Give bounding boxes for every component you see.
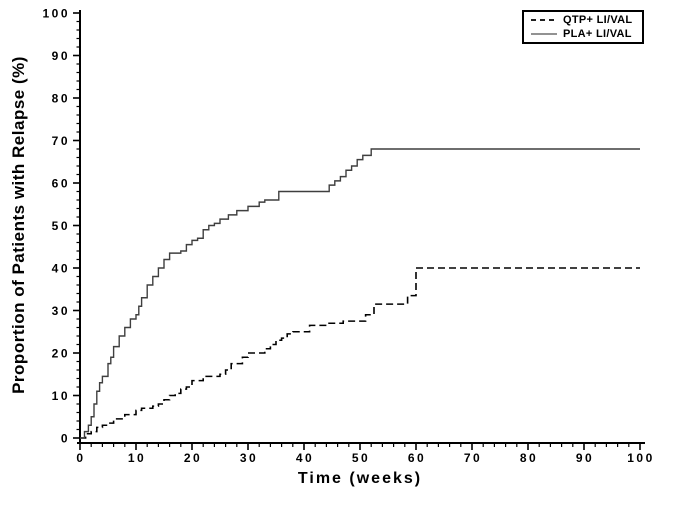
x-tick-label: 20 [184, 451, 202, 465]
x-tick-label: 30 [240, 451, 258, 465]
x-tick-label: 40 [296, 451, 314, 465]
dashed-line-icon [531, 18, 557, 21]
legend-item-pla: PLA+ LI/VAL [524, 28, 642, 41]
series-qtp-curve [80, 267, 640, 439]
x-tick-label: 0 [76, 451, 85, 465]
y-minor-ticks [76, 20, 80, 431]
x-tick-label: 50 [352, 451, 370, 465]
y-tick-label: 30 [52, 304, 70, 318]
y-tick-label: 90 [52, 49, 70, 63]
x-tick-label: 10 [128, 451, 146, 465]
y-tick-label: 40 [52, 262, 70, 276]
legend: QTP+ LI/VAL PLA+ LI/VAL [522, 10, 644, 44]
solid-line-icon [531, 33, 557, 35]
y-tick-label: 20 [52, 347, 70, 361]
x-axis-title: Time (weeks) [297, 470, 423, 487]
legend-label-qtp: QTP+ LI/VAL [563, 13, 633, 26]
x-tick-label: 80 [520, 451, 538, 465]
y-tick-label: 60 [52, 177, 70, 191]
y-tick-label: 0 [61, 432, 70, 446]
y-tick-label: 50 [52, 219, 70, 233]
x-minor-ticks [90, 443, 630, 447]
y-tick-label: 80 [52, 92, 70, 106]
legend-label-pla: PLA+ LI/VAL [563, 28, 632, 41]
series-pla-curve [80, 148, 640, 439]
x-tick-label: 90 [576, 451, 594, 465]
y-tick-label: 100 [42, 7, 70, 21]
y-tick-labels: 0 10 20 30 40 50 60 70 80 90 100 [42, 7, 80, 446]
legend-item-qtp: QTP+ LI/VAL [524, 13, 642, 26]
y-tick-label: 10 [52, 389, 70, 403]
x-tick-label: 60 [408, 451, 426, 465]
x-tick-labels: 0 10 20 30 40 50 60 70 80 90 100 [76, 443, 655, 465]
y-axis-title: Proportion of Patients with Relapse (%) [9, 56, 28, 394]
x-tick-label: 70 [464, 451, 482, 465]
x-tick-label: 100 [627, 451, 655, 465]
y-tick-label: 70 [52, 134, 70, 148]
